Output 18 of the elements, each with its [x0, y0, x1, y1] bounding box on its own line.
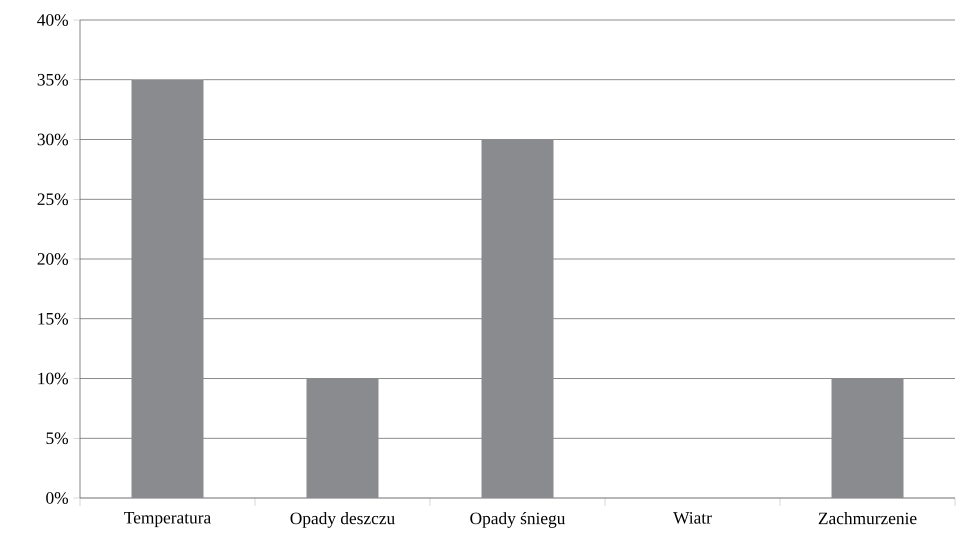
- bar: [132, 80, 204, 498]
- x-tick-label: Temperatura: [124, 512, 211, 528]
- bar: [482, 140, 554, 498]
- y-tick-label: 25%: [38, 193, 68, 206]
- bar: [306, 378, 378, 498]
- y-tick-label: 40%: [37, 14, 68, 26]
- y-tick-label: 30%: [38, 134, 68, 146]
- x-tick-label: Opady śniegu: [470, 512, 566, 528]
- y-tick-label: 0%: [46, 492, 68, 504]
- y-tick-label: 5%: [46, 432, 68, 444]
- y-tick-label: 35%: [38, 74, 68, 86]
- x-tick-label: Zachmurzenie: [818, 512, 916, 524]
- y-tick-label: 20%: [38, 253, 68, 265]
- y-tick-label: 10%: [38, 372, 68, 384]
- bar: [832, 378, 904, 498]
- x-tick-label: Wiatr: [673, 512, 712, 524]
- y-tick-label: 15%: [38, 312, 68, 325]
- x-tick-label: Opady deszczu: [290, 512, 395, 528]
